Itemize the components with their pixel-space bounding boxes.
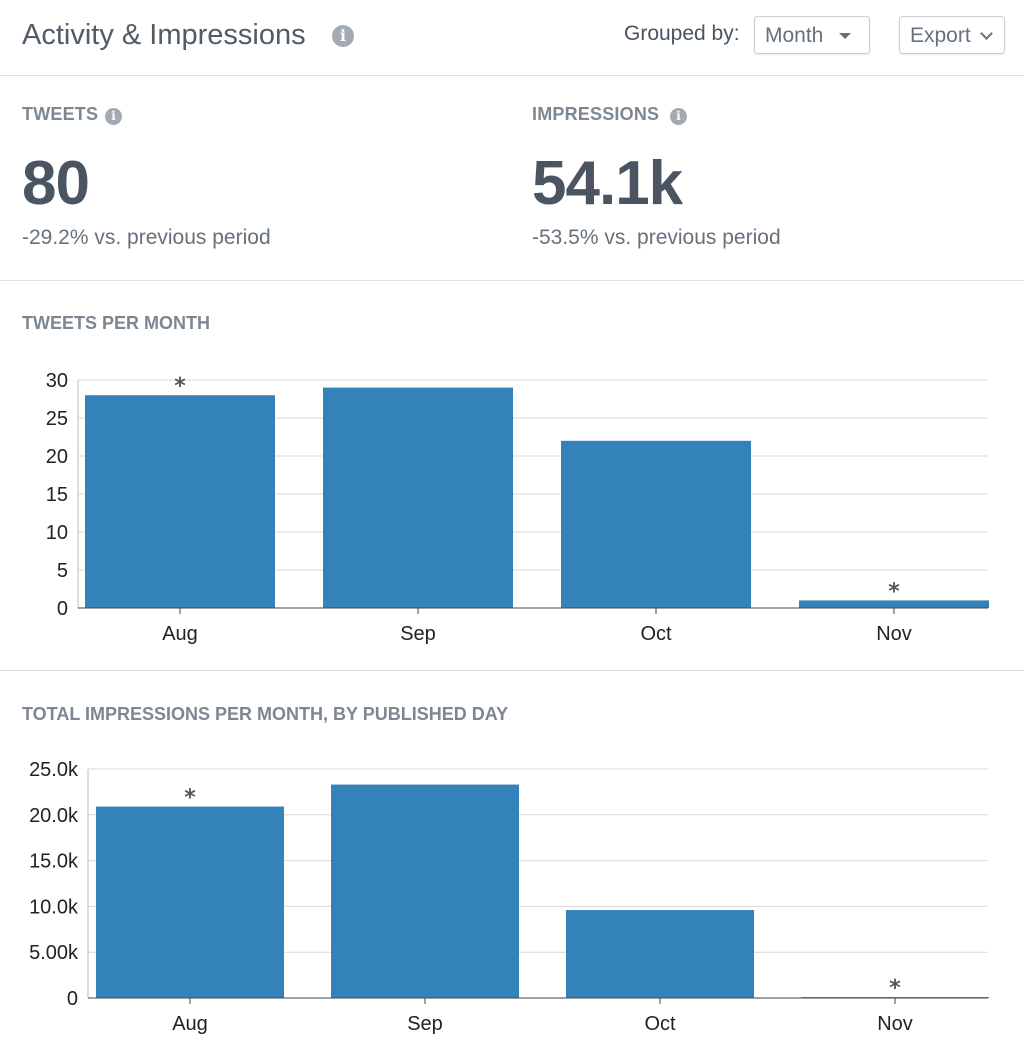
- impressions-chart-title: TOTAL IMPRESSIONS PER MONTH, BY PUBLISHE…: [22, 704, 509, 724]
- stats-summary: TWEETS i 80 -29.2% vs. previous period I…: [0, 76, 1024, 281]
- bar: [566, 910, 754, 998]
- grouped-by-value: Month: [765, 24, 824, 47]
- grouped-by-dropdown[interactable]: Month: [754, 16, 870, 54]
- caret-down-icon: [839, 33, 851, 39]
- tweets-per-month-chart: 0 5 10 15 20 25 30 Aug * Sep Oct Nov *: [46, 370, 989, 645]
- info-icon[interactable]: i: [670, 108, 687, 125]
- y-tick-label: 15: [46, 484, 68, 506]
- y-tick-label: 25.0k: [29, 759, 79, 781]
- y-tick-label: 25: [46, 408, 68, 430]
- bar: [799, 600, 989, 608]
- tweets-change: -29.2% vs. previous period: [22, 226, 271, 249]
- y-tick-label: 30: [46, 370, 68, 392]
- info-icon[interactable]: i: [105, 108, 122, 125]
- header: Activity & Impressions i Grouped by: Mon…: [0, 0, 1024, 76]
- y-tick-label: 0: [67, 988, 78, 1010]
- impressions-label: IMPRESSIONS: [532, 104, 660, 124]
- impressions-per-month-chart: 0 5.00k 10.0k 15.0k 20.0k 25.0k Aug * Sep Oct Nov *: [29, 759, 989, 1035]
- tweets-chart-title: TWEETS PER MONTH: [22, 313, 210, 333]
- grouped-by-label: Grouped by:: [624, 22, 740, 45]
- y-tick-label: 20: [46, 446, 68, 468]
- y-tick-label: 15.0k: [29, 851, 79, 873]
- y-tick-label: 10.0k: [29, 896, 79, 918]
- chevron-down-icon: [980, 27, 993, 40]
- partial-data-marker: *: [184, 786, 196, 811]
- y-tick-label: 5.00k: [29, 942, 79, 964]
- bar: [323, 387, 513, 608]
- tweets-label: TWEETS: [22, 104, 99, 124]
- export-dropdown[interactable]: Export: [899, 16, 1005, 54]
- y-tick-label: 10: [46, 522, 68, 544]
- impressions-change: -53.5% vs. previous period: [532, 226, 781, 249]
- x-tick-label: Oct: [640, 623, 672, 645]
- y-tick-label: 20.0k: [29, 805, 79, 827]
- bar: [85, 395, 275, 608]
- bar: [561, 440, 751, 608]
- x-tick-label: Oct: [644, 1013, 676, 1035]
- partial-data-marker: *: [174, 374, 186, 399]
- x-tick-label: Nov: [877, 1013, 913, 1035]
- divider: [0, 670, 1024, 671]
- impressions-value: 54.1k: [532, 149, 683, 218]
- x-tick-label: Aug: [162, 623, 198, 645]
- bar: [331, 784, 519, 998]
- x-tick-label: Sep: [407, 1013, 443, 1035]
- bar: [96, 806, 284, 998]
- y-tick-label: 5: [57, 560, 68, 582]
- partial-data-marker: *: [889, 976, 901, 1001]
- x-tick-label: Sep: [400, 623, 436, 645]
- export-label: Export: [910, 24, 971, 47]
- info-icon[interactable]: i: [332, 25, 354, 47]
- partial-data-marker: *: [888, 579, 900, 604]
- x-tick-label: Aug: [172, 1013, 208, 1035]
- page-title: Activity & Impressions: [22, 19, 306, 51]
- x-tick-label: Nov: [876, 623, 912, 645]
- tweets-value: 80: [22, 149, 90, 218]
- y-tick-label: 0: [57, 598, 68, 620]
